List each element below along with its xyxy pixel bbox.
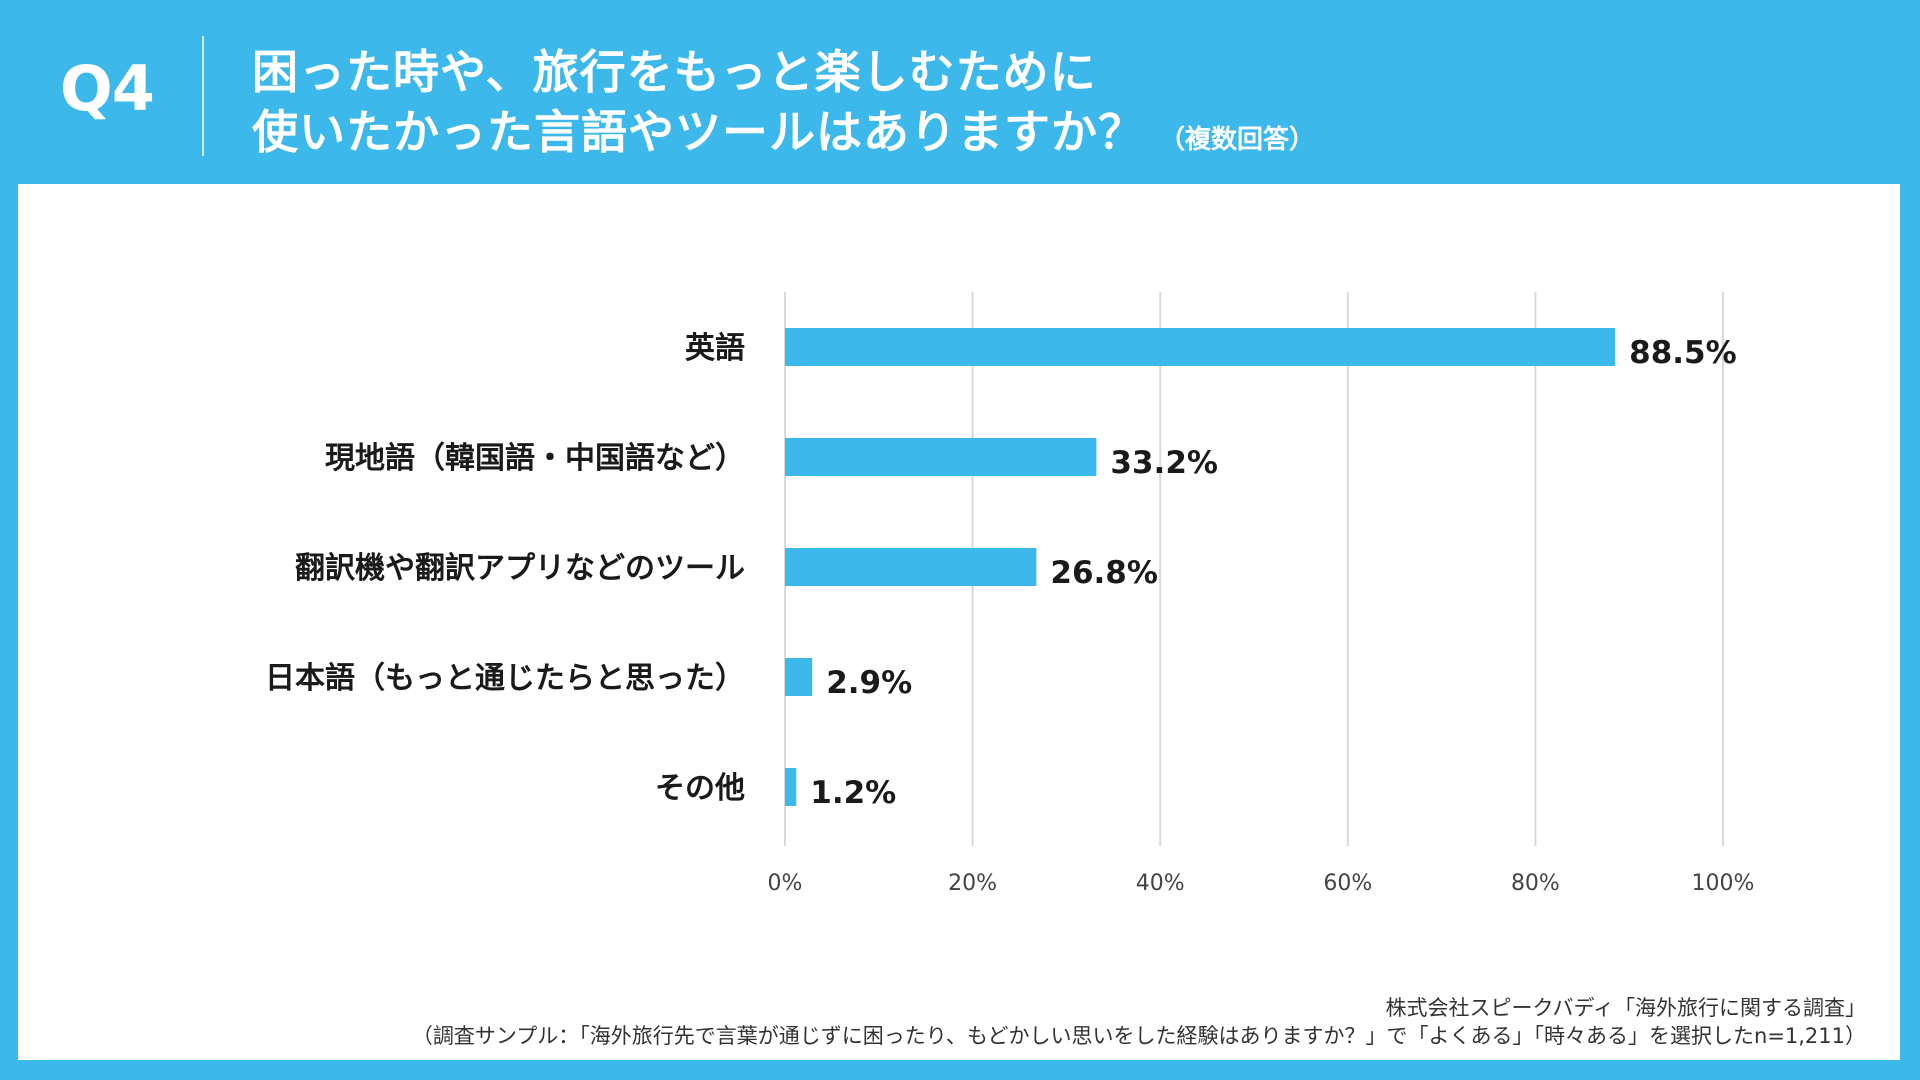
data-label: 33.2%: [1110, 445, 1218, 481]
x-tick-label: 0%: [768, 871, 803, 896]
chart-panel: 英語 88.5% 現地語（韓国語・中国語など） 33.2% 翻訳機や翻訳アプリなどのツー…: [18, 184, 1900, 1060]
title-line-1: 困った時や、旅行をもっと楽しむために: [252, 45, 1097, 99]
source-line-1: 株式会社スピークバディ「海外旅行に関する調査」: [1385, 996, 1866, 1020]
category-label: 現地語（韓国語・中国語など）: [325, 441, 745, 476]
header: Q4 困った時や、旅行をもっと楽しむために 使いたかった言語やツールはありますか…: [0, 0, 1920, 184]
category-label: その他: [655, 771, 745, 806]
bar-1: [785, 438, 1097, 476]
tick-layer: 0% 20% 40% 60% 80% 100%: [768, 871, 1755, 896]
data-label: 88.5%: [1629, 335, 1737, 371]
bar-2: [785, 548, 1037, 586]
source-note: 株式会社スピークバディ「海外旅行に関する調査」 （調査サンプル：「海外旅行先で言…: [412, 994, 1866, 1050]
title-line-2: 使いたかった言語やツールはありますか？ （複数回答）: [252, 102, 1315, 170]
bar-4: [785, 768, 797, 806]
grid-layer: [784, 292, 1724, 846]
x-tick-label: 20%: [948, 871, 997, 896]
x-tick-label: 40%: [1136, 871, 1185, 896]
data-label: 1.2%: [810, 775, 896, 811]
header-divider: [202, 36, 204, 156]
source-line-2: （調査サンプル：「海外旅行先で言葉が通じずに困ったり、もどかしい思いをした経験は…: [411, 1024, 1866, 1048]
question-number: Q4: [60, 52, 155, 125]
label-layer: 英語 88.5% 現地語（韓国語・中国語など） 33.2% 翻訳機や翻訳アプリなどのツー…: [265, 331, 1737, 811]
bar-0: [785, 328, 1616, 366]
data-label: 2.9%: [826, 665, 912, 701]
category-label: 英語: [685, 331, 745, 366]
category-label: 翻訳機や翻訳アプリなどのツール: [295, 551, 745, 586]
x-tick-label: 100%: [1692, 871, 1755, 896]
data-label: 26.8%: [1050, 555, 1158, 591]
title-note: （複数回答）: [1159, 125, 1316, 155]
bar-layer: [785, 328, 1616, 806]
bar-chart: 英語 88.5% 現地語（韓国語・中国語など） 33.2% 翻訳機や翻訳アプリなどのツー…: [265, 292, 1755, 896]
bar-3: [785, 658, 813, 696]
x-tick-label: 80%: [1511, 871, 1560, 896]
page-title: 困った時や、旅行をもっと楽しむために 使いたかった言語やツールはありますか？ （複…: [252, 42, 1315, 170]
x-tick-label: 60%: [1323, 871, 1372, 896]
category-label: 日本語（もっと通じたらと思った）: [265, 661, 745, 696]
title-line-2-text: 使いたかった言語やツールはありますか？: [252, 105, 1145, 159]
